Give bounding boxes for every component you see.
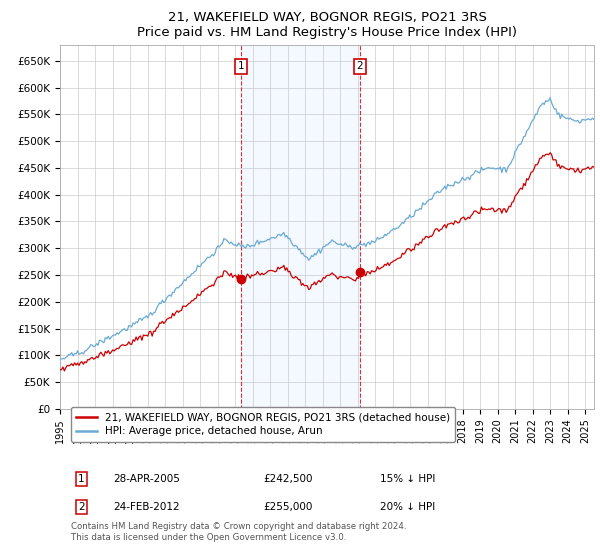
Text: 24-FEB-2012: 24-FEB-2012 xyxy=(113,502,180,512)
Text: £242,500: £242,500 xyxy=(263,474,313,484)
Text: 2: 2 xyxy=(78,502,85,512)
Legend: 21, WAKEFIELD WAY, BOGNOR REGIS, PO21 3RS (detached house), HPI: Average price, : 21, WAKEFIELD WAY, BOGNOR REGIS, PO21 3R… xyxy=(71,407,455,442)
Bar xyxy=(241,45,360,409)
Text: 1: 1 xyxy=(78,474,85,484)
Text: 15% ↓ HPI: 15% ↓ HPI xyxy=(380,474,436,484)
Text: 28-APR-2005: 28-APR-2005 xyxy=(113,474,180,484)
Text: 20% ↓ HPI: 20% ↓ HPI xyxy=(380,502,436,512)
Title: 21, WAKEFIELD WAY, BOGNOR REGIS, PO21 3RS
Price paid vs. HM Land Registry's Hous: 21, WAKEFIELD WAY, BOGNOR REGIS, PO21 3R… xyxy=(137,11,517,39)
Text: 1: 1 xyxy=(238,61,244,71)
Text: £255,000: £255,000 xyxy=(263,502,312,512)
Text: Contains HM Land Registry data © Crown copyright and database right 2024.
This d: Contains HM Land Registry data © Crown c… xyxy=(71,522,406,542)
Text: 2: 2 xyxy=(356,61,363,71)
